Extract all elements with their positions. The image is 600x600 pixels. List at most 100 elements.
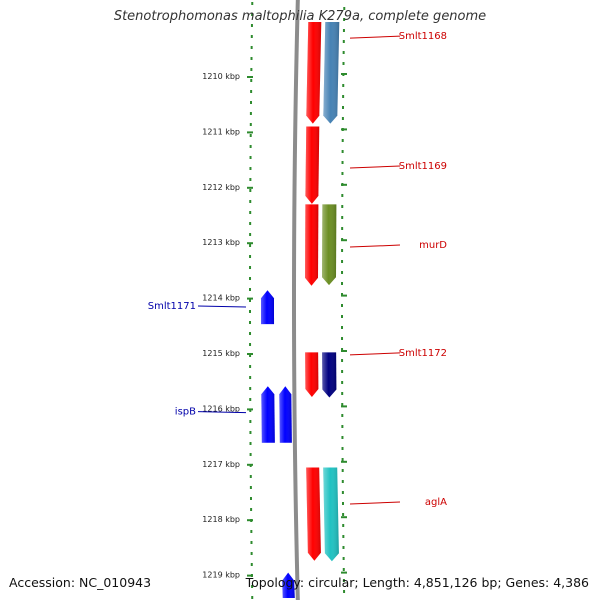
gene-label[interactable]: murD bbox=[419, 240, 447, 251]
scale-dot-inner bbox=[249, 442, 252, 445]
scale-dot-inner bbox=[249, 376, 252, 379]
gene-arrow[interactable] bbox=[322, 352, 337, 398]
scale-dot-inner bbox=[249, 233, 252, 236]
scale-dot-outer bbox=[341, 337, 344, 340]
scale-dot-inner bbox=[249, 222, 252, 225]
scale-dot-outer bbox=[341, 403, 344, 406]
scale-dot-inner bbox=[250, 541, 253, 544]
scale-dot-inner bbox=[250, 68, 253, 71]
scale-dot-outer bbox=[342, 557, 345, 560]
gene-label[interactable]: Smlt1172 bbox=[399, 348, 447, 359]
scale-dot-outer bbox=[341, 502, 344, 505]
scale-dot-outer bbox=[342, 95, 345, 98]
gene-arrow[interactable] bbox=[323, 467, 339, 562]
scale-dot-inner bbox=[249, 420, 252, 423]
scale-dot-outer bbox=[342, 40, 345, 43]
axis-tick-inner bbox=[247, 131, 253, 134]
gene-arrow[interactable] bbox=[306, 467, 321, 561]
gene-arrow[interactable] bbox=[261, 386, 275, 443]
gene-label[interactable]: ispB bbox=[175, 407, 196, 418]
scale-dot-inner bbox=[249, 475, 252, 478]
axis-tick-inner bbox=[247, 408, 253, 411]
axis-tick-inner bbox=[247, 242, 253, 245]
scale-dot-inner bbox=[249, 453, 252, 456]
gene-arrow-shading bbox=[305, 126, 320, 204]
gene-arrow[interactable] bbox=[306, 22, 322, 124]
scale-dot-outer bbox=[341, 326, 344, 329]
scale-dot-inner bbox=[249, 255, 252, 258]
label-leader-line bbox=[197, 411, 247, 414]
scale-dot-outer bbox=[341, 370, 344, 373]
scale-dot-inner bbox=[250, 552, 253, 555]
scale-dot-inner bbox=[249, 277, 252, 280]
scale-dot-inner bbox=[249, 321, 252, 324]
scale-dot-outer bbox=[341, 414, 344, 417]
axis-tick-outer bbox=[341, 405, 347, 408]
axis-tick-inner bbox=[247, 574, 253, 577]
gene-label[interactable]: Smlt1168 bbox=[399, 31, 447, 42]
labels-layer: Smlt1168 Smlt1169 murD Smlt1172 aglA Smlt1171… bbox=[148, 31, 448, 508]
axis-tick-label: 1219 kbp bbox=[202, 571, 240, 580]
accession-text: Accession: NC_010943 bbox=[9, 575, 152, 590]
gene-arrow[interactable] bbox=[323, 22, 340, 124]
label-leader-line bbox=[349, 35, 401, 39]
axis-tick-inner bbox=[247, 186, 253, 189]
gene-arrow[interactable] bbox=[305, 204, 319, 286]
scale-dot-inner bbox=[249, 431, 252, 434]
scale-dot-inner bbox=[249, 310, 252, 313]
axis-tick-label: 1217 kbp bbox=[202, 460, 240, 469]
scale-dot-outer bbox=[341, 447, 344, 450]
scale-dot-outer bbox=[341, 139, 344, 142]
scale-dot-inner bbox=[249, 288, 252, 291]
label-leader-line bbox=[197, 305, 247, 308]
scale-dot-inner bbox=[249, 497, 252, 500]
axis-tick-inner bbox=[247, 353, 253, 355]
gene-label[interactable]: Smlt1171 bbox=[148, 301, 196, 312]
gene-arrow[interactable] bbox=[279, 386, 292, 443]
scale-dot-inner bbox=[249, 486, 252, 489]
scale-dot-outer bbox=[341, 436, 344, 439]
scale-dot-outer bbox=[341, 458, 344, 461]
axis-tick-outer bbox=[341, 350, 347, 352]
axis-tick-outer bbox=[341, 460, 347, 463]
gene-label[interactable]: aglA bbox=[425, 497, 447, 508]
gene-arrow[interactable] bbox=[261, 290, 275, 325]
scale-dot-outer bbox=[341, 469, 344, 472]
scale-dot-inner bbox=[249, 167, 252, 170]
gene-arrow[interactable] bbox=[282, 572, 295, 598]
gene-arrow-shading bbox=[261, 290, 275, 325]
scale-dot-outer bbox=[341, 161, 344, 164]
gene-arrow-shading bbox=[322, 352, 337, 398]
axis-tick-label: 1212 kbp bbox=[202, 183, 240, 192]
scale-dot-inner bbox=[249, 409, 252, 412]
scale-dot-inner bbox=[251, 596, 254, 599]
scale-dot-inner bbox=[249, 145, 252, 148]
scale-dot-inner bbox=[249, 123, 252, 126]
scale-dot-outer bbox=[341, 348, 344, 351]
features-layer bbox=[261, 22, 340, 598]
axis-tick-label: 1214 kbp bbox=[202, 294, 240, 303]
scale-dot-outer bbox=[342, 84, 345, 87]
axis-tick-inner bbox=[247, 76, 253, 78]
axis-tick-outer bbox=[341, 516, 347, 519]
axis-tick-outer bbox=[341, 128, 347, 131]
gene-arrow[interactable] bbox=[305, 126, 320, 204]
scale-dot-inner bbox=[249, 266, 252, 269]
scale-dot-inner bbox=[250, 35, 253, 38]
axis-tick-inner bbox=[247, 519, 253, 522]
scale-dot-inner bbox=[250, 563, 253, 566]
scale-dot-inner bbox=[250, 90, 253, 93]
gene-arrow-shading bbox=[306, 467, 321, 561]
scale-dot-inner bbox=[249, 156, 252, 159]
gene-label[interactable]: Smlt1169 bbox=[399, 161, 447, 172]
scale-dot-outer bbox=[342, 546, 345, 549]
gene-arrow[interactable] bbox=[305, 352, 319, 397]
scale-dot-inner bbox=[249, 200, 252, 203]
scale-dot-outer bbox=[342, 524, 345, 527]
gene-arrow[interactable] bbox=[322, 204, 337, 286]
gene-arrow-shading bbox=[261, 386, 275, 443]
scale-dot-outer bbox=[341, 425, 344, 428]
scale-dot-inner bbox=[249, 112, 252, 115]
